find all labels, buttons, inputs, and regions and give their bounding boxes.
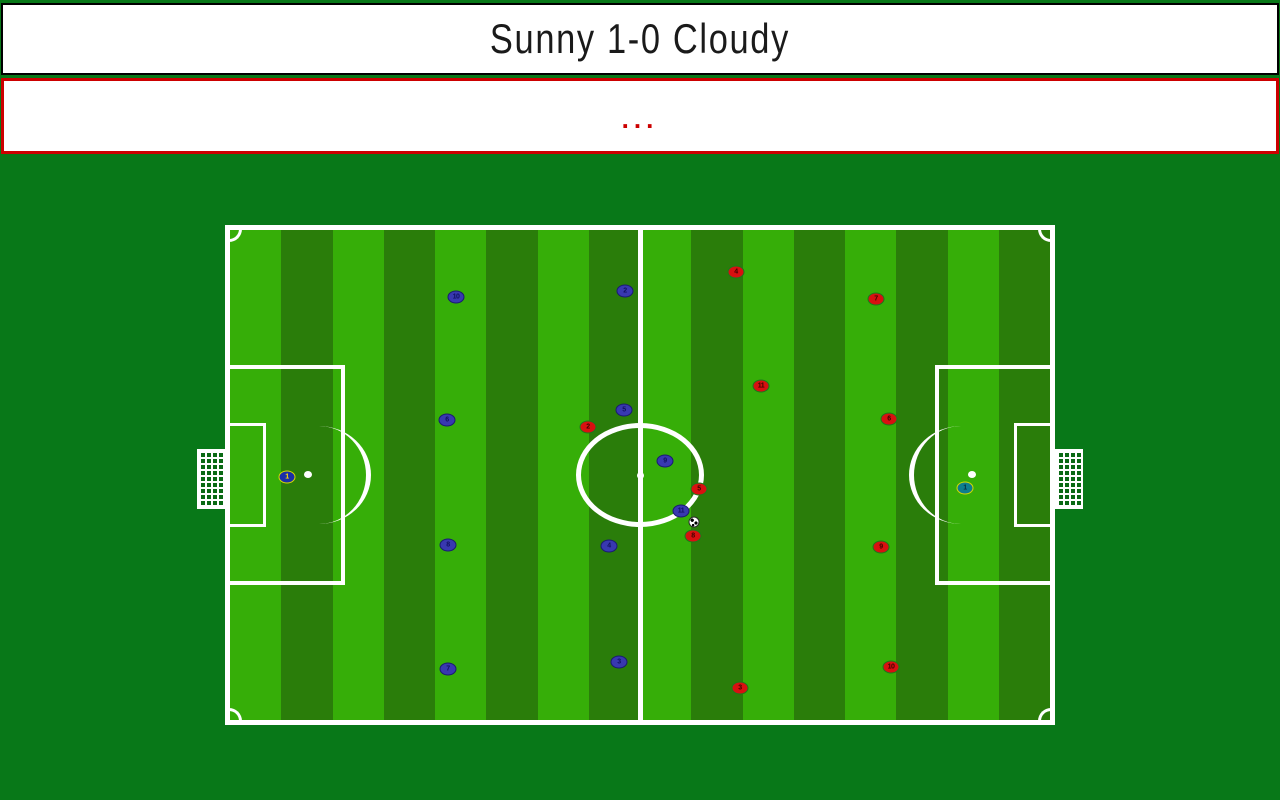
pitch-stripe	[998, 230, 1050, 720]
pitch-stripe	[691, 230, 743, 720]
player-home-4[interactable]: 4	[601, 540, 617, 552]
score-text: Sunny 1-0 Cloudy	[489, 15, 791, 62]
goal-net-icon	[197, 448, 225, 509]
pitch-stripe	[640, 230, 692, 720]
player-home-11[interactable]: 11	[673, 505, 689, 517]
pitch-stripe	[383, 230, 435, 720]
player-home-9[interactable]: 9	[657, 455, 673, 467]
goal-left	[197, 448, 225, 509]
pitch-area[interactable]: 1 10 6 8 7 2 5 4 3 9 11 1 4 7 11 6 2 5 8 9 10 3	[0, 157, 1280, 800]
player-away-gk[interactable]: 1	[957, 482, 973, 494]
player-away-5[interactable]: 5	[691, 483, 707, 495]
pitch-stripes	[230, 230, 1050, 720]
message-bar: ...	[1, 78, 1279, 154]
player-home-2[interactable]: 2	[617, 285, 633, 297]
player-away-3[interactable]: 3	[732, 682, 748, 694]
pitch-stripe	[845, 230, 897, 720]
player-home-gk[interactable]: 1	[279, 471, 295, 483]
player-home-6[interactable]: 6	[439, 414, 455, 426]
pitch-stripe	[230, 230, 282, 720]
goal-right	[1055, 448, 1083, 509]
player-away-8[interactable]: 8	[685, 530, 701, 542]
player-away-6[interactable]: 6	[881, 413, 897, 425]
player-home-8[interactable]: 8	[440, 539, 456, 551]
pitch[interactable]	[225, 225, 1055, 725]
message-text: ...	[621, 104, 659, 134]
player-away-2[interactable]: 2	[580, 421, 596, 433]
player-away-4[interactable]: 4	[728, 266, 744, 278]
player-home-5[interactable]: 5	[616, 404, 632, 416]
pitch-stripe	[332, 230, 384, 720]
pitch-stripe	[896, 230, 948, 720]
pitch-stripe	[537, 230, 589, 720]
player-away-7[interactable]: 7	[868, 293, 884, 305]
pitch-stripe	[486, 230, 538, 720]
player-home-7[interactable]: 7	[440, 663, 456, 675]
player-away-9[interactable]: 9	[873, 541, 889, 553]
pitch-stripe	[793, 230, 845, 720]
pitch-stripe	[435, 230, 487, 720]
goal-net-icon	[1055, 448, 1083, 509]
soccer-ball[interactable]	[689, 517, 699, 527]
player-away-11[interactable]: 11	[753, 380, 769, 392]
player-away-10[interactable]: 10	[883, 661, 899, 673]
pitch-stripe	[947, 230, 999, 720]
scoreboard-panel: Sunny 1-0 Cloudy	[1, 3, 1279, 75]
pitch-stripe	[588, 230, 640, 720]
pitch-stripe	[742, 230, 794, 720]
player-home-10[interactable]: 10	[448, 291, 464, 303]
player-home-3[interactable]: 3	[611, 656, 627, 668]
